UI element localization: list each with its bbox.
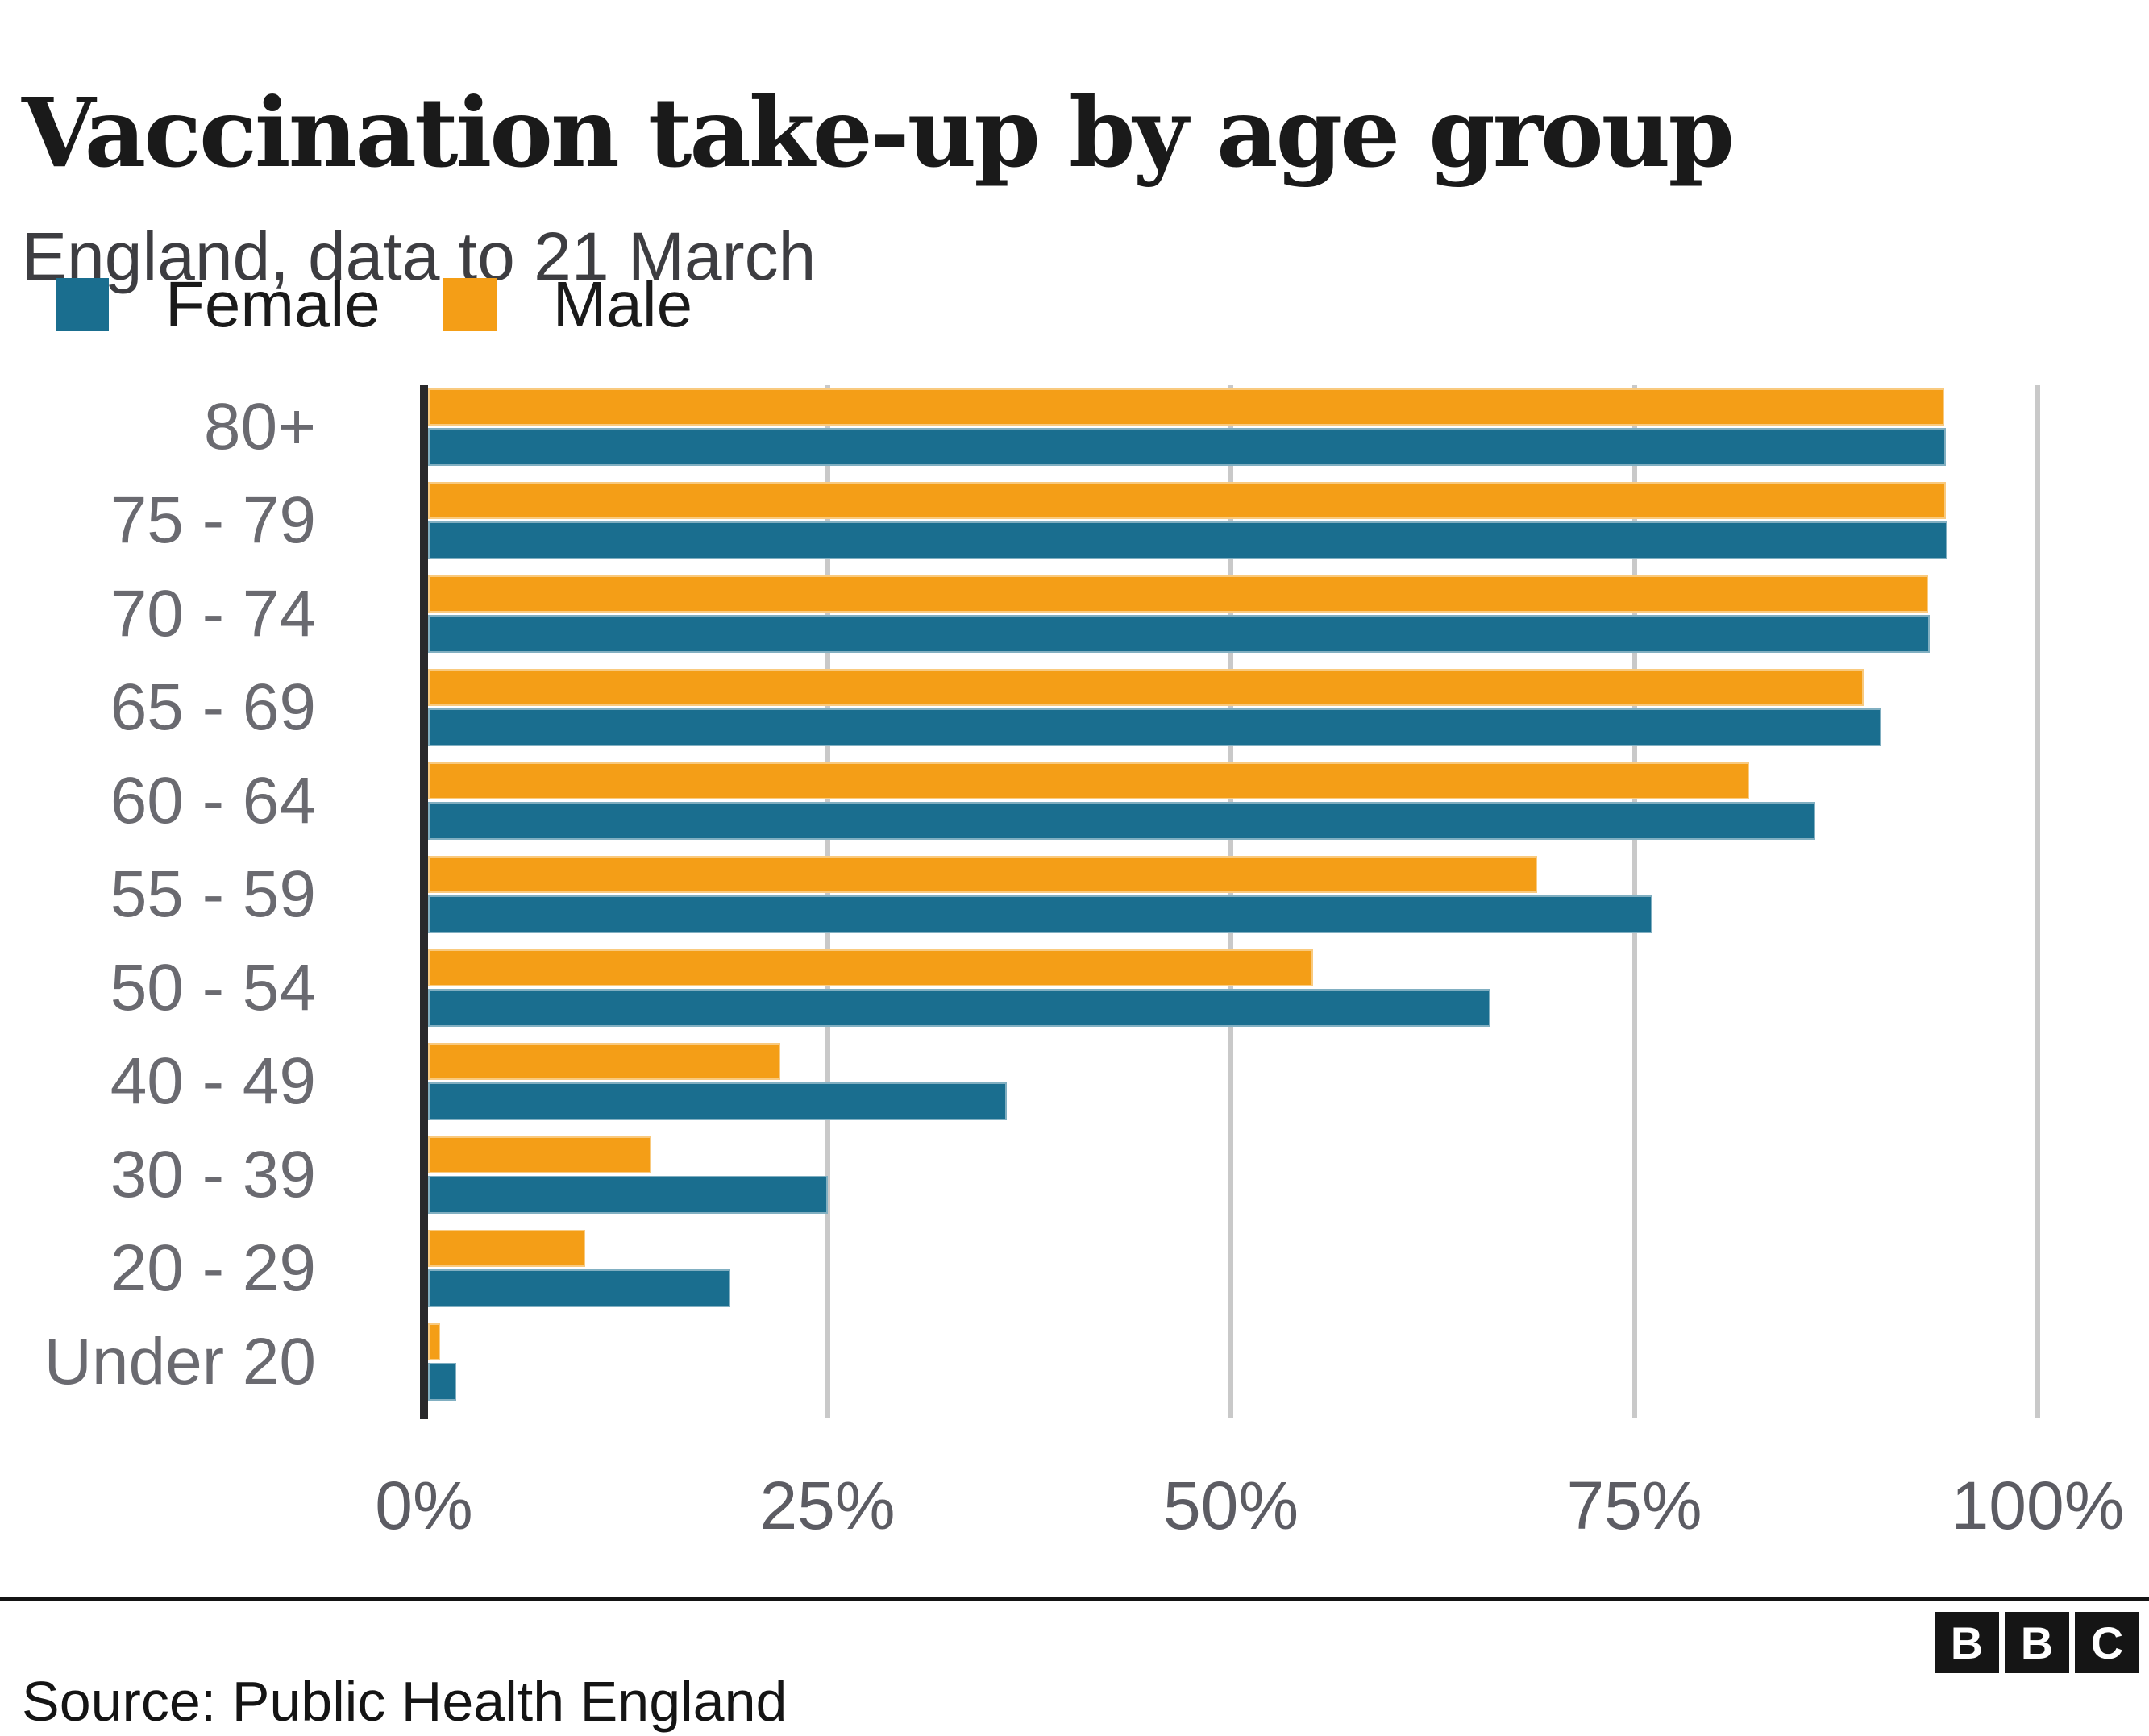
- y-axis-label-55-59: 55 - 59: [110, 858, 316, 931]
- x-axis-label-0: 0%: [375, 1468, 473, 1543]
- x-axis-label-50: 50%: [1162, 1468, 1299, 1543]
- bar-female-40-49: [428, 1082, 1007, 1120]
- bar-female-30-39: [428, 1176, 828, 1214]
- gridline-100: [2035, 385, 2040, 1418]
- bar-female-55-59: [428, 895, 1652, 933]
- bbc-logo-block-c: C: [2075, 1612, 2139, 1673]
- y-axis-label-40-49: 40 - 49: [110, 1045, 316, 1118]
- bar-male-60-64: [428, 762, 1749, 799]
- bar-female-20-29: [428, 1269, 730, 1307]
- legend-item-female: Female: [56, 272, 380, 337]
- y-axis-label-70-74: 70 - 74: [110, 577, 316, 650]
- bar-female-70-74: [428, 615, 1930, 653]
- bar-female-80+: [428, 428, 1946, 466]
- bar-male-30-39: [428, 1136, 651, 1173]
- x-axis-label-75: 75%: [1566, 1468, 1702, 1543]
- x-axis-label-100: 100%: [1951, 1468, 2125, 1543]
- bar-female-65-69: [428, 708, 1881, 746]
- footer-divider: [0, 1597, 2149, 1601]
- bar-female-Under20: [428, 1363, 456, 1401]
- y-axis-label-20-29: 20 - 29: [110, 1231, 316, 1305]
- bar-male-75-79: [428, 482, 1946, 519]
- legend-label-male: Male: [552, 268, 693, 340]
- y-axis-label-30-39: 30 - 39: [110, 1138, 316, 1211]
- y-axis-label-75-79: 75 - 79: [110, 484, 316, 557]
- y-axis-label-65-69: 65 - 69: [110, 671, 316, 744]
- source-text: Source: Public Health England: [22, 1670, 788, 1733]
- bar-male-80+: [428, 388, 1944, 426]
- y-axis-label-Under20: Under 20: [44, 1325, 316, 1398]
- bar-male-70-74: [428, 575, 1928, 613]
- bar-male-50-54: [428, 949, 1313, 986]
- y-axis-label-80+: 80+: [203, 390, 316, 463]
- bbc-logo-block-b1: B: [1935, 1612, 1999, 1673]
- chart-legend: Female Male: [56, 272, 692, 337]
- bar-male-65-69: [428, 669, 1864, 706]
- bar-male-55-59: [428, 856, 1537, 893]
- legend-label-female: Female: [165, 268, 380, 340]
- page-title: Vaccination take-up by age group: [22, 77, 1735, 189]
- y-axis-line: [420, 385, 428, 1419]
- bar-male-40-49: [428, 1043, 780, 1080]
- bbc-logo: B B C: [1935, 1612, 2139, 1673]
- male-color-swatch: [443, 278, 497, 331]
- bar-female-75-79: [428, 521, 1947, 559]
- y-axis-label-50-54: 50 - 54: [110, 951, 316, 1024]
- bar-male-Under20: [428, 1323, 440, 1360]
- bar-male-20-29: [428, 1230, 585, 1267]
- female-color-swatch: [56, 278, 109, 331]
- bar-female-50-54: [428, 989, 1490, 1027]
- bar-chart: 80+ 75 - 79 70 - 74 65 - 69 60 - 64 55 - 59 50…: [44, 385, 2125, 1543]
- x-axis-label-25: 25%: [759, 1468, 896, 1543]
- y-axis-label-60-64: 60 - 64: [110, 764, 316, 837]
- chart-subtitle: England, data to 21 March: [22, 218, 817, 294]
- legend-item-male: Male: [443, 272, 692, 337]
- bbc-logo-block-b2: B: [2005, 1612, 2069, 1673]
- bar-female-60-64: [428, 802, 1815, 840]
